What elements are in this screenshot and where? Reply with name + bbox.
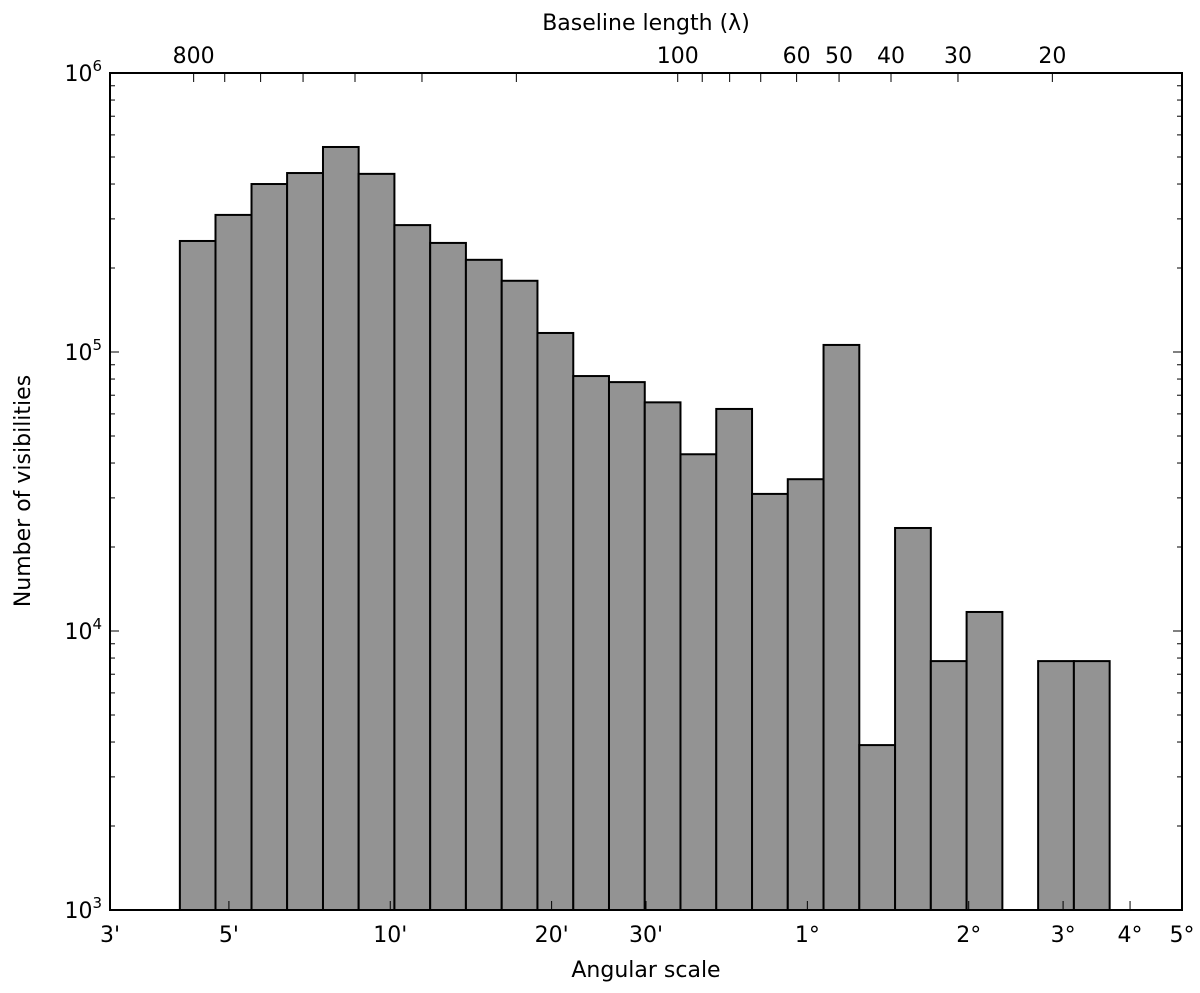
histogram-bar: [1037, 660, 1075, 911]
histogram-bar: [822, 343, 861, 912]
x-tick-label: 3': [100, 923, 120, 948]
histogram-bar: [1072, 660, 1111, 911]
ticks: 3' 5' 10' 20' 30' 1° 2° 3° 4° 5° 103 104 105 106 800 10…: [64, 44, 1194, 948]
histogram-bar: [572, 375, 610, 911]
top-tick-label: 30: [944, 44, 972, 69]
histogram-bar: [858, 744, 897, 911]
histogram-bar: [786, 478, 825, 911]
top-tick-label: 60: [783, 44, 811, 69]
histogram-bar: [715, 407, 754, 911]
histogram-bar: [214, 213, 253, 911]
x-tick-label: 5': [219, 923, 239, 948]
bars: [178, 145, 1111, 912]
histogram-bar: [500, 279, 539, 911]
histogram-bar: [250, 183, 289, 911]
top-tick-label: 50: [825, 44, 853, 69]
histogram-bar: [751, 492, 789, 911]
histogram-bar: [429, 241, 467, 912]
histogram-bar: [929, 660, 968, 911]
x-tick-label: 3°: [1051, 923, 1076, 948]
top-axis-label: Baseline length (λ): [542, 11, 750, 36]
histogram-bar: [464, 258, 503, 911]
histogram-bar: [357, 172, 396, 911]
plot-frame: [109, 72, 1183, 911]
top-tick-label: 100: [657, 44, 699, 69]
histogram-bar: [321, 145, 360, 911]
x-tick-label: 30': [629, 923, 663, 948]
y-tick-label: 105: [64, 336, 102, 366]
y-tick-label: 104: [64, 615, 102, 645]
histogram-bar: [178, 239, 217, 911]
top-tick-label: 800: [173, 44, 215, 69]
y-axis-label: Number of visibilities: [11, 375, 36, 607]
y-tick-label: 103: [64, 894, 102, 924]
x-tick-label: 4°: [1118, 923, 1143, 948]
histogram-bar: [393, 224, 432, 912]
x-tick-label: 2°: [956, 923, 981, 948]
x-tick-label: 20': [535, 923, 569, 948]
histogram-bar: [536, 331, 575, 911]
histogram-bar: [894, 526, 932, 911]
histogram-bar: [607, 381, 646, 911]
x-axis-label: Angular scale: [571, 958, 720, 983]
x-tick-label: 1°: [795, 923, 820, 948]
x-tick-label: 5°: [1170, 923, 1195, 948]
histogram-bar: [679, 453, 718, 911]
histogram-bar: [286, 172, 324, 911]
top-tick-label: 20: [1038, 44, 1066, 69]
x-tick-label: 10': [373, 923, 407, 948]
histogram-bar: [965, 610, 1004, 911]
top-tick-label: 40: [877, 44, 905, 69]
histogram-bar: [643, 401, 682, 911]
y-tick-label: 106: [64, 57, 102, 87]
